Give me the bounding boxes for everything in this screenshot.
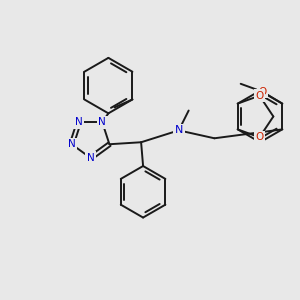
Text: N: N (98, 117, 106, 127)
Text: N: N (68, 139, 76, 149)
Text: N: N (87, 153, 94, 163)
Text: O: O (255, 91, 264, 101)
Text: O: O (255, 132, 264, 142)
Text: O: O (258, 87, 267, 97)
Text: N: N (175, 125, 183, 135)
Text: N: N (75, 117, 83, 127)
